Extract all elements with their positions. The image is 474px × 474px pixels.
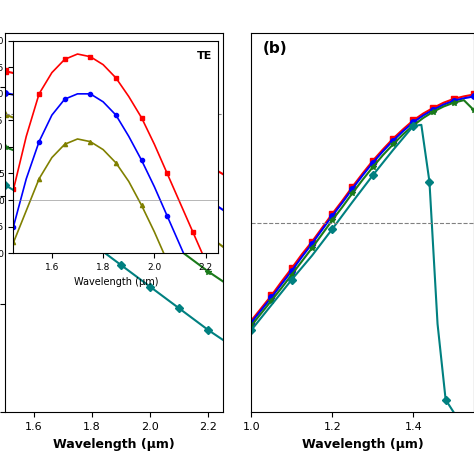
X-axis label: Wavelength (µm): Wavelength (µm)	[53, 438, 174, 451]
X-axis label: Wavelength (µm): Wavelength (µm)	[302, 438, 423, 451]
Text: (b): (b)	[262, 41, 287, 56]
